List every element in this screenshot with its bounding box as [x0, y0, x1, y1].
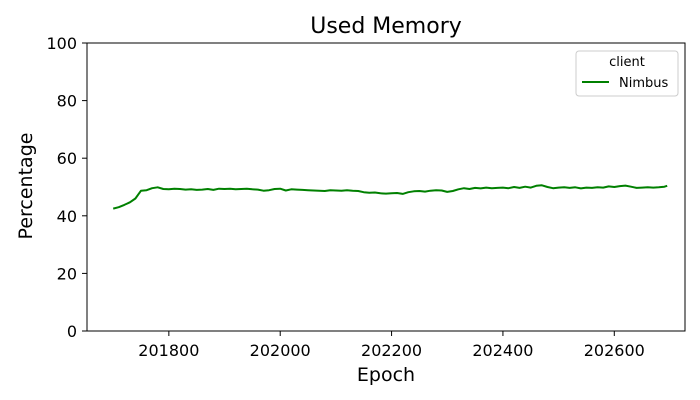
- chart-title: Used Memory: [310, 14, 462, 39]
- legend-label-nimbus: Nimbus: [619, 76, 668, 91]
- x-tick-label: 201800: [138, 341, 199, 360]
- x-axis-label: Epoch: [357, 364, 415, 386]
- legend-title: client: [609, 55, 645, 70]
- y-axis-label: Percentage: [15, 133, 37, 240]
- x-tick-label: 202600: [584, 341, 645, 360]
- x-tick-label: 202400: [472, 341, 533, 360]
- y-tick-label: 60: [57, 149, 77, 168]
- y-tick-label: 20: [57, 264, 77, 283]
- legend-box: [575, 50, 679, 97]
- plot-area: 0 20 40 60 80 100 201800 202000 202200 202400 2026…: [46, 34, 686, 360]
- axes-frame: [86, 42, 686, 332]
- x-tick-label: 202000: [250, 341, 311, 360]
- y-tick-label: 0: [67, 322, 77, 341]
- legend[interactable]: client Nimbus: [575, 50, 679, 97]
- series-line-nimbus: [112, 184, 668, 210]
- x-tick-label: 202200: [361, 341, 422, 360]
- y-tick-label: 80: [57, 92, 77, 111]
- y-tick-label: 40: [57, 207, 77, 226]
- y-tick-label: 100: [46, 34, 77, 53]
